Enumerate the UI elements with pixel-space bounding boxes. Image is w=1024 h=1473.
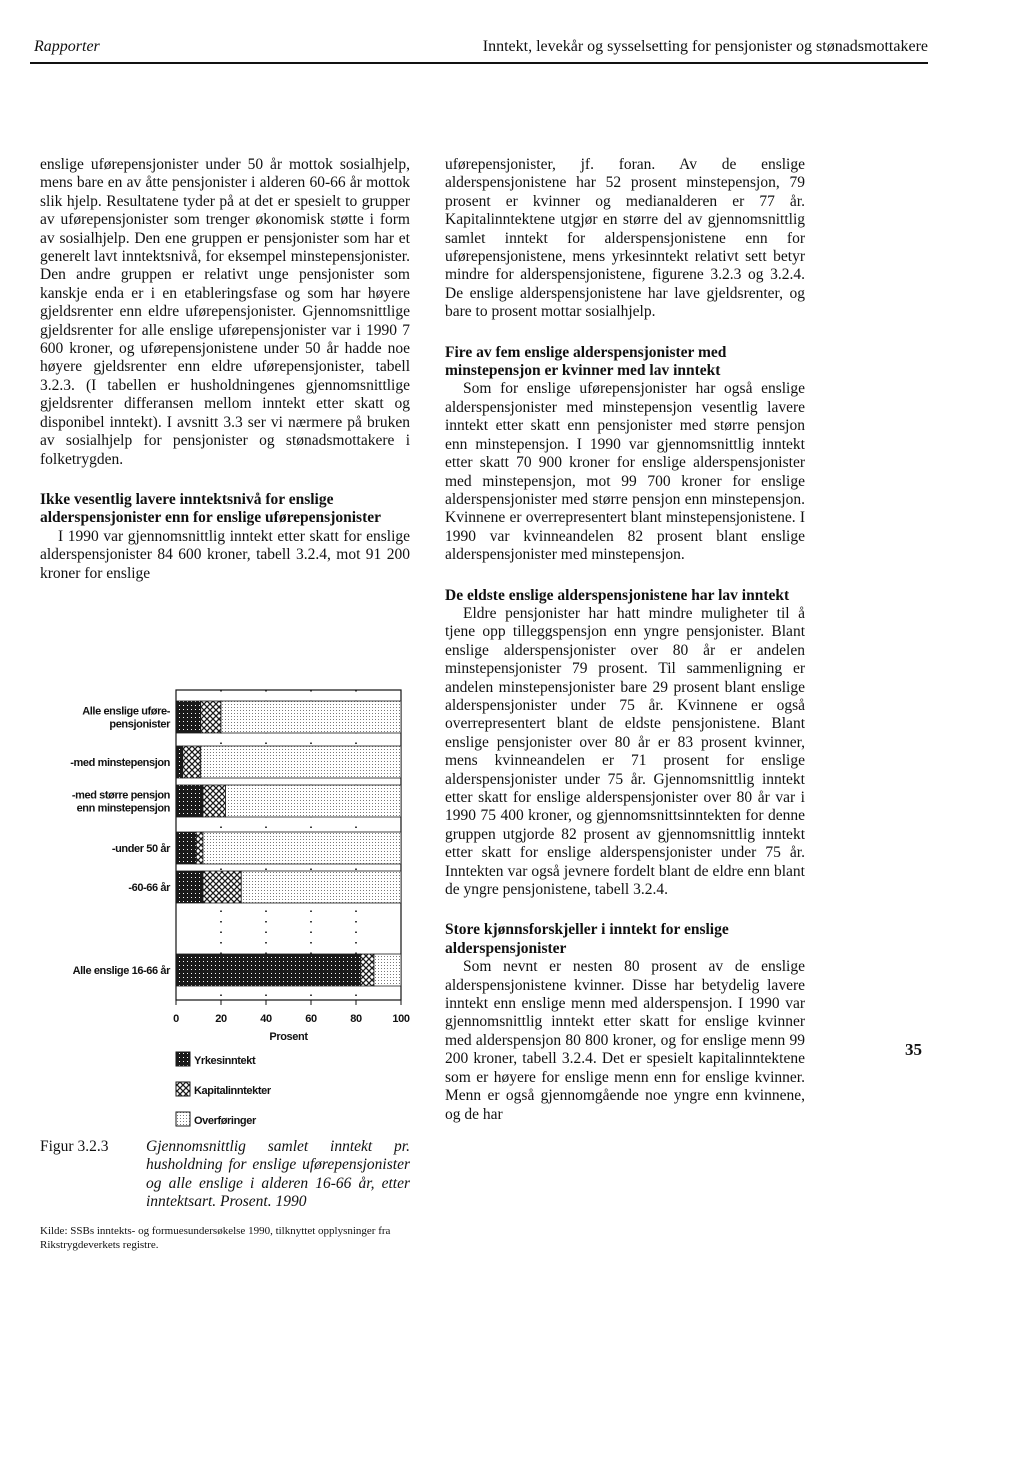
bar-segment [202, 870, 242, 904]
bar-segment [240, 870, 402, 904]
section: Store kjønnsforskjeller i inntekt for en… [445, 921, 805, 1123]
category-label: -med minstepensjon [70, 757, 170, 769]
header-rule [30, 62, 928, 64]
section: Fire av fem enslige alderspensjonister m… [445, 344, 805, 565]
figure-chart: 0 20 40 60 80 100 Alle enslige uføre-pensjonis… [70, 689, 410, 1127]
bar-segment [175, 870, 204, 904]
bar-segment [200, 700, 222, 734]
section: De eldste enslige alderspensjonistene ha… [445, 587, 805, 900]
legend-swatch [175, 1081, 191, 1097]
bar-segment [195, 831, 204, 865]
legend-label: Overføringer [194, 1115, 257, 1127]
legend-label: Kapitalinntekter [194, 1085, 272, 1097]
bar-segment [220, 700, 402, 734]
bar-segment [373, 953, 402, 987]
bar-segment [200, 745, 402, 779]
figure-source: Kilde: SSBs inntekts- og formuesundersøk… [40, 1224, 391, 1251]
figure-caption: Figur 3.2.3 Gjennomsnittlig samlet innte… [40, 1138, 410, 1252]
category-label: Alle enslige 16-66 år [73, 965, 171, 977]
legend-swatch [175, 1051, 191, 1067]
x-tick-label: 20 [215, 1013, 227, 1025]
header-right: Inntekt, levekår og sysselsetting for pe… [482, 38, 928, 55]
section: Ikke vesentlig lavere inntektsnivå for e… [40, 491, 410, 583]
bar-segment [182, 745, 202, 779]
bar-segment [175, 953, 361, 987]
x-tick-label: 40 [260, 1013, 272, 1025]
bar-segment [175, 831, 197, 865]
bar-segment [175, 784, 204, 818]
category-label: -med større pensjon enn minstepensjon [72, 790, 171, 815]
right-column: uførepensjonister, jf. foran. Av de ensl… [445, 156, 805, 1124]
paragraph: Eldre pensjonister har hatt mindre mulig… [445, 604, 805, 899]
legend-label: Yrkesinntekt [194, 1055, 256, 1067]
bar-segment [202, 784, 226, 818]
category-label: -60-66 år [128, 882, 171, 894]
x-tick-label: 0 [173, 1013, 179, 1025]
section-heading: Store kjønnsforskjeller i inntekt for en… [445, 921, 729, 957]
x-axis-label: Prosent [269, 1031, 308, 1043]
paragraph: I 1990 var gjennomsnittlig inntekt etter… [40, 527, 410, 582]
paragraph: uførepensjonister, jf. foran. Av de ensl… [445, 156, 805, 321]
bar-segment [360, 953, 375, 987]
bar-segment [175, 745, 184, 779]
legend-swatch [175, 1111, 191, 1127]
x-tick-label: 100 [392, 1013, 409, 1025]
figure-text: Gjennomsnittlig samlet inntekt pr. husho… [146, 1138, 410, 1211]
bar-segment [175, 700, 202, 734]
section-heading: De eldste enslige alderspensjonistene ha… [445, 586, 790, 604]
x-tick-label: 60 [305, 1013, 317, 1025]
left-column: enslige uførepensjonister under 50 år mo… [40, 156, 410, 583]
paragraph: Som for enslige uførepensjonister har og… [445, 380, 805, 564]
paragraph: enslige uførepensjonister under 50 år mo… [40, 156, 410, 468]
page-number: 35 [905, 1040, 922, 1059]
category-label: Alle enslige uføre-pensjonister [82, 706, 171, 731]
section-heading: Fire av fem enslige alderspensjonister m… [445, 343, 727, 380]
x-tick-label: 80 [350, 1013, 362, 1025]
figure-label: Figur 3.2.3 [40, 1138, 109, 1155]
bar-segment [225, 784, 402, 818]
bar-segment [202, 831, 402, 865]
category-label: -under 50 år [112, 843, 171, 855]
header-left: Rapporter [34, 38, 100, 55]
section-heading: Ikke vesentlig lavere inntektsnivå for e… [40, 490, 381, 527]
paragraph: Som nevnt er nesten 80 prosent av de ens… [445, 958, 805, 1123]
